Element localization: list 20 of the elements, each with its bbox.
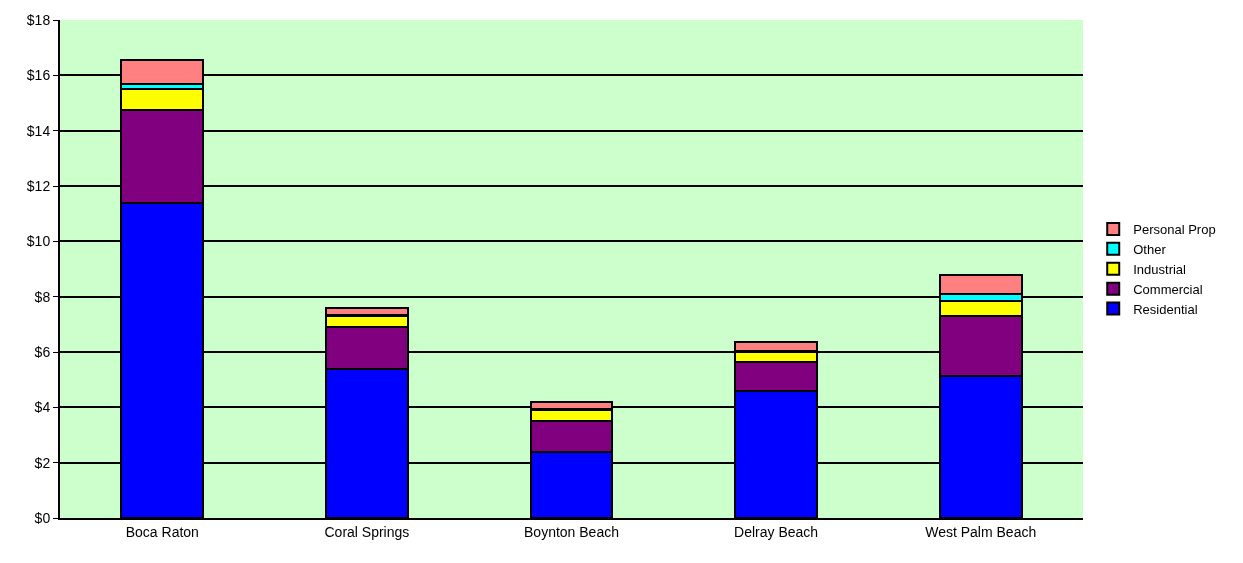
legend-label: Other — [1133, 241, 1167, 257]
legend-label: Residential — [1133, 301, 1198, 317]
x-tick-label: Coral Springs — [324, 523, 410, 540]
y-tick-label: $6 — [34, 343, 51, 360]
y-tick-label: $18 — [26, 11, 51, 28]
x-tick-label: Delray Beach — [734, 523, 819, 540]
y-tick-label: $8 — [34, 288, 51, 305]
legend-label: Commercial — [1133, 281, 1203, 297]
legend-label: Industrial — [1133, 261, 1187, 277]
y-tick-label: $2 — [34, 454, 51, 471]
legend-label: Personal Prop — [1133, 222, 1216, 238]
y-tick-label: $12 — [26, 177, 51, 194]
x-tick-label: Boynton Beach — [524, 523, 619, 540]
x-tick-label: Boca Raton — [125, 523, 199, 540]
x-tick-label: West Palm Beach — [925, 523, 1037, 540]
y-tick-label: $16 — [26, 67, 51, 84]
y-tick-label: $0 — [34, 509, 51, 526]
y-tick-label: $14 — [26, 122, 51, 139]
y-tick-label: $4 — [34, 399, 51, 416]
y-tick-label: $10 — [26, 233, 51, 250]
